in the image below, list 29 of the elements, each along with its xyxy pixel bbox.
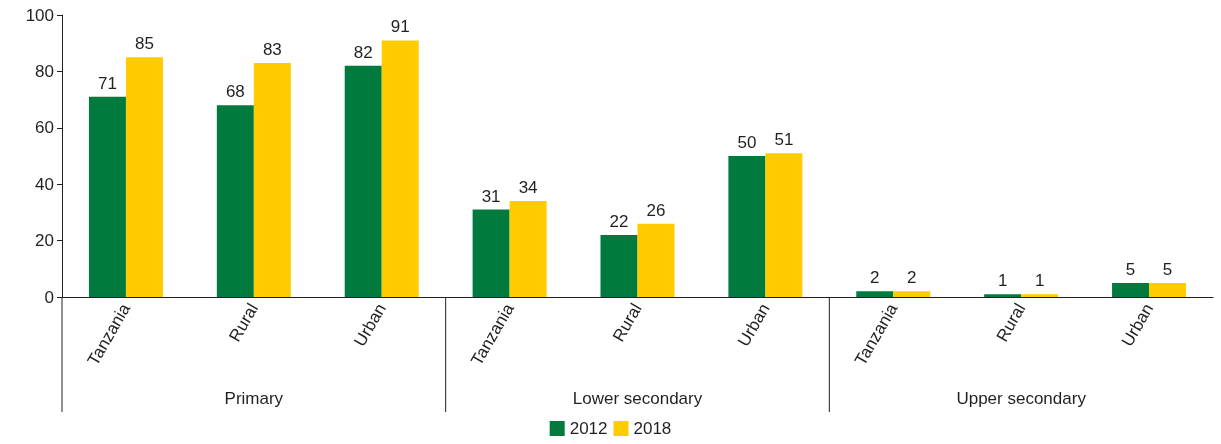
data-label: 85 bbox=[134, 34, 154, 54]
data-label: 26 bbox=[646, 200, 666, 220]
data-label: 5 bbox=[1162, 259, 1173, 279]
y-tick-label: 100 bbox=[25, 5, 54, 25]
data-label: 83 bbox=[262, 39, 282, 59]
data-label: 51 bbox=[774, 130, 794, 150]
data-label: 2 bbox=[907, 268, 917, 288]
text: Upper secondary bbox=[956, 388, 1087, 408]
y-tick-label: 60 bbox=[35, 118, 54, 138]
data-label: 1 bbox=[1034, 271, 1045, 291]
y-tick-label: 20 bbox=[35, 231, 54, 251]
data-label: 34 bbox=[518, 178, 538, 198]
data-label: 2 bbox=[870, 268, 880, 288]
data-label: 68 bbox=[225, 82, 245, 102]
legend-label: 2012 bbox=[569, 419, 608, 438]
data-label: 1 bbox=[997, 271, 1008, 291]
y-tick-label: 0 bbox=[44, 287, 54, 307]
data-label: 31 bbox=[481, 186, 501, 206]
data-label: 82 bbox=[353, 42, 373, 62]
text: Lower secondary bbox=[572, 388, 703, 408]
y-tick-label: 40 bbox=[35, 174, 54, 194]
y-tick-label: 80 bbox=[35, 61, 54, 81]
text: Primary bbox=[224, 388, 284, 408]
legend-label: 2018 bbox=[633, 419, 672, 438]
data-label: 91 bbox=[390, 17, 410, 37]
data-label: 22 bbox=[609, 211, 629, 231]
data-label: 5 bbox=[1125, 259, 1136, 279]
data-label: 71 bbox=[97, 73, 117, 93]
data-label: 50 bbox=[737, 133, 757, 152]
